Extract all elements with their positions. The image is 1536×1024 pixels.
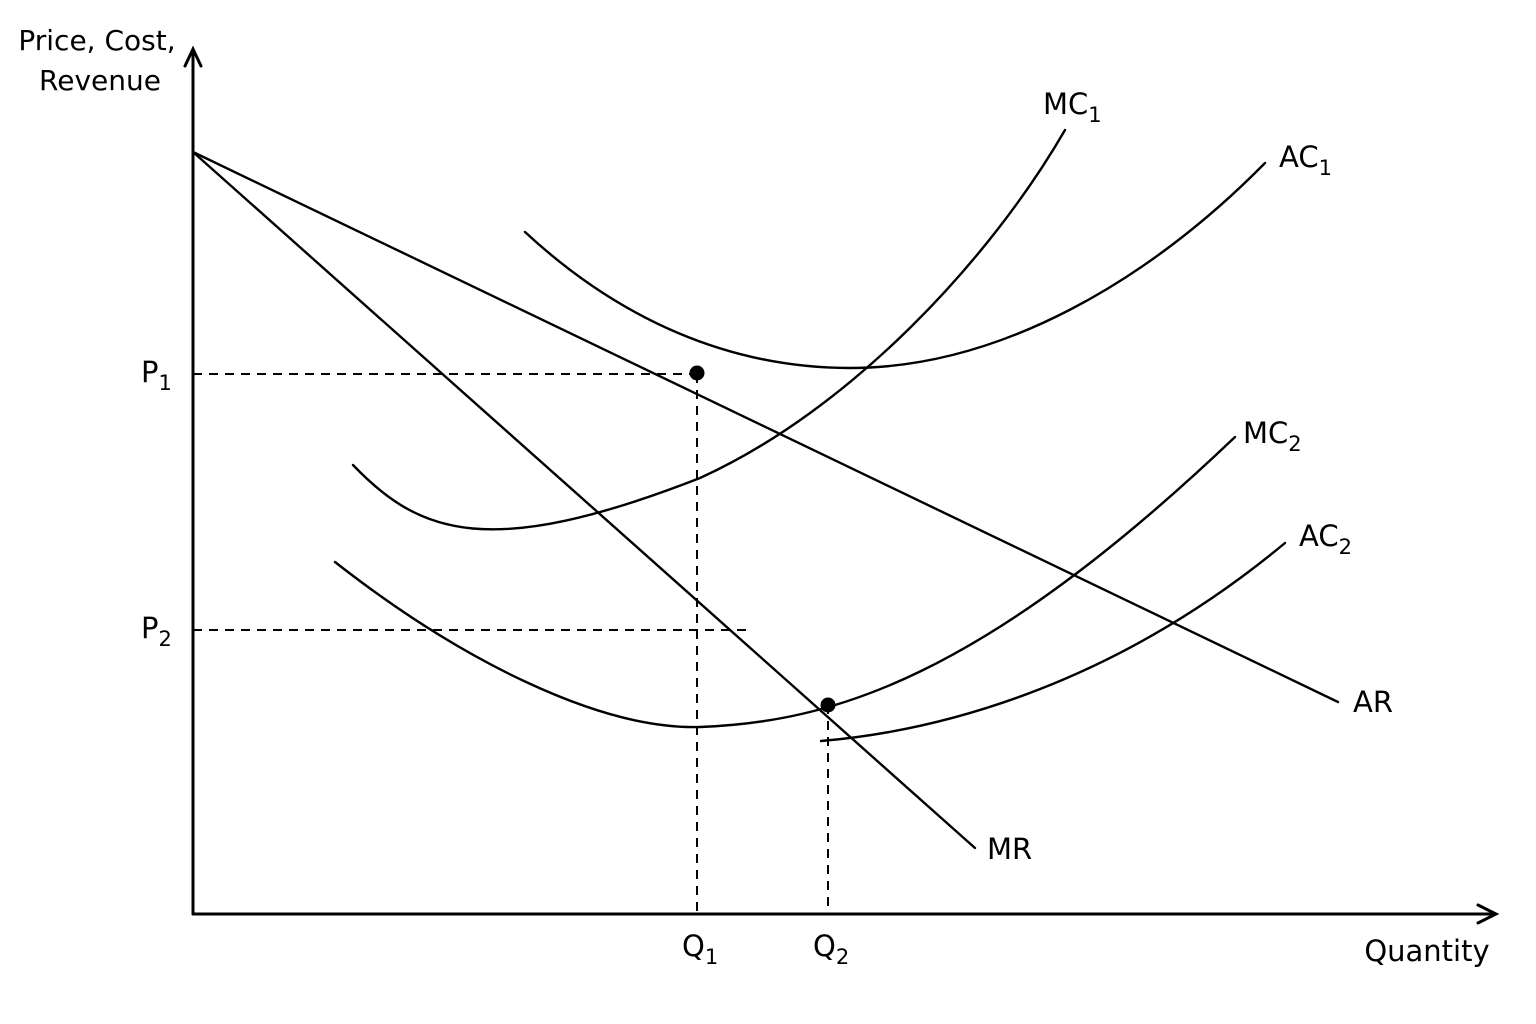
y-axis-label-line2: Revenue [39, 64, 161, 97]
x-axis-label: Quantity [1364, 934, 1489, 968]
ac2-label: AC2 [1299, 519, 1352, 559]
mc2-label: MC2 [1243, 416, 1302, 456]
mr-curve [191, 150, 977, 850]
ar-label: AR [1353, 685, 1393, 719]
y-axis-arrowhead [183, 45, 203, 68]
q1-label: Q1 [682, 929, 718, 969]
mc1-curve [351, 128, 1067, 531]
q2-label: Q2 [813, 929, 849, 969]
ac2-curve [819, 541, 1287, 743]
mc2-curve [333, 435, 1237, 729]
mc1-label: MC1 [1043, 87, 1102, 127]
p2-label: P2 [141, 611, 172, 651]
equilibrium-point-2 [820, 697, 836, 713]
ac1-curve [523, 161, 1267, 370]
mr-label: MR [987, 832, 1032, 866]
ac1-label: AC1 [1279, 140, 1332, 180]
equilibrium-point-1 [689, 365, 705, 381]
y-axis-label-line1: Price, Cost, [18, 24, 175, 57]
x-axis-arrowhead [1476, 903, 1500, 925]
p1-label: P1 [141, 355, 172, 395]
ar-curve [191, 150, 1340, 704]
